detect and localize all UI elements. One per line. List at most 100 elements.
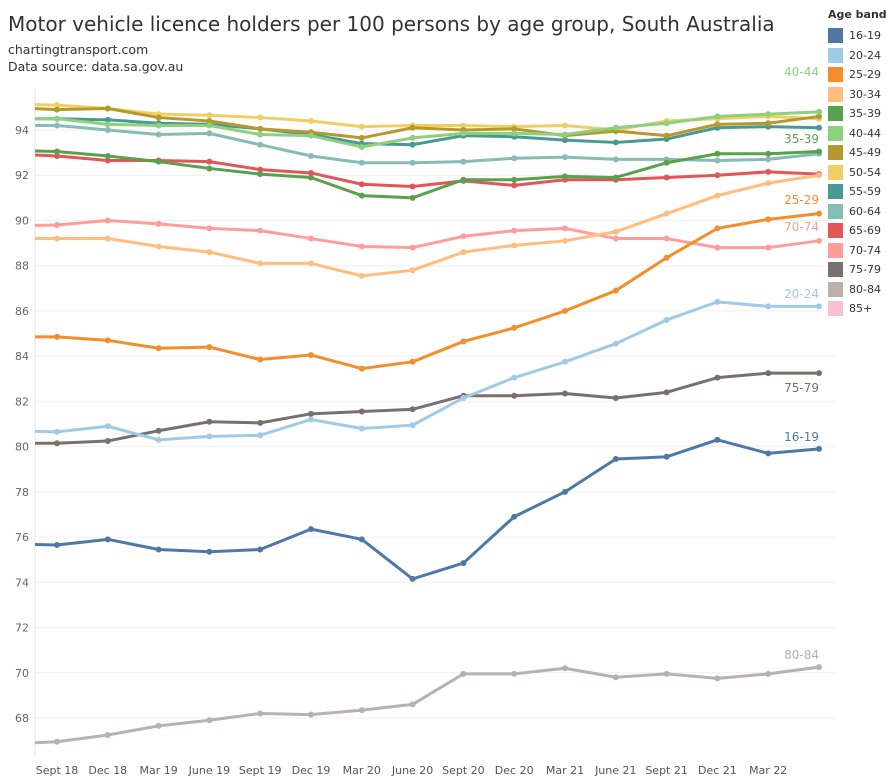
end-label-40-44: 40-44: [784, 65, 819, 79]
legend-item[interactable]: 40-44: [828, 124, 887, 144]
legend-item[interactable]: 65-69: [828, 221, 887, 241]
series-group: [35, 102, 822, 745]
legend-swatch: [828, 301, 843, 317]
data-point-40-44: [409, 134, 416, 141]
data-point-50-54: [562, 122, 568, 129]
data-point-25-29: [612, 287, 619, 294]
data-point-70-74: [460, 233, 467, 240]
data-point-75-79: [612, 394, 619, 401]
data-point-25-29: [714, 225, 721, 232]
data-point-35-39: [714, 150, 721, 157]
data-point-16-19: [460, 560, 467, 567]
legend-item[interactable]: 85+: [828, 299, 887, 319]
data-point-50-54: [54, 102, 60, 109]
legend-swatch: [828, 184, 843, 200]
data-point-70-74: [714, 244, 721, 251]
data-point-35-39: [663, 159, 670, 166]
data-point-55-59: [816, 124, 822, 131]
data-point-80-84: [816, 664, 822, 671]
data-point-16-19: [511, 513, 518, 520]
x-tick-label: June 20: [391, 764, 433, 777]
data-point-35-39: [562, 173, 568, 180]
data-point-25-29: [155, 345, 162, 352]
data-point-70-74: [104, 217, 111, 224]
legend-label: 60-64: [849, 204, 881, 218]
data-point-50-54: [206, 112, 213, 119]
data-point-75-79: [54, 440, 60, 447]
legend-swatch: [828, 145, 843, 161]
data-point-45-49: [663, 132, 670, 139]
data-point-70-74: [409, 244, 416, 251]
legend-item[interactable]: 75-79: [828, 260, 887, 280]
data-point-80-84: [54, 738, 60, 745]
data-point-25-29: [104, 337, 111, 344]
data-point-16-19: [308, 526, 314, 533]
legend-item[interactable]: 55-59: [828, 182, 887, 202]
legend-item[interactable]: 35-39: [828, 104, 887, 124]
data-point-80-84: [511, 670, 518, 677]
data-point-45-49: [409, 124, 416, 131]
data-point-35-39: [155, 158, 162, 165]
legend-label: 65-69: [849, 224, 881, 238]
data-point-25-29: [562, 307, 568, 314]
data-point-30-34: [257, 260, 264, 267]
data-point-75-79: [358, 408, 365, 415]
data-point-35-39: [104, 153, 111, 160]
data-point-16-19: [206, 548, 213, 555]
legend-item[interactable]: 30-34: [828, 85, 887, 105]
legend-item[interactable]: 25-29: [828, 65, 887, 85]
data-point-70-74: [206, 225, 213, 232]
data-point-75-79: [308, 410, 314, 417]
data-point-50-54: [257, 114, 264, 121]
data-point-70-74: [358, 243, 365, 250]
legend-item[interactable]: 80-84: [828, 280, 887, 300]
data-point-20-24: [816, 303, 822, 310]
data-point-16-19: [562, 488, 568, 495]
x-tick-label: Mar 21: [546, 764, 584, 777]
y-tick-label: 70: [15, 667, 29, 680]
legend-swatch: [828, 203, 843, 219]
data-point-20-24: [409, 422, 416, 429]
data-point-80-84: [460, 670, 467, 677]
legend-label: 40-44: [849, 126, 881, 140]
data-point-20-24: [308, 416, 314, 423]
legend-label: 45-49: [849, 146, 881, 160]
data-point-45-49: [206, 117, 213, 124]
legend-item[interactable]: 70-74: [828, 241, 887, 261]
x-tick-label: Mar 22: [749, 764, 787, 777]
data-point-16-19: [765, 450, 772, 457]
data-point-80-84: [206, 717, 213, 724]
data-point-30-34: [409, 267, 416, 274]
legend-item[interactable]: 50-54: [828, 163, 887, 183]
x-tick-label: Sept 19: [239, 764, 282, 777]
legend-item[interactable]: 60-64: [828, 202, 887, 222]
data-point-55-59: [562, 137, 568, 144]
data-point-55-59: [104, 116, 111, 123]
legend-item[interactable]: 16-19: [828, 26, 887, 46]
data-point-70-74: [155, 220, 162, 227]
data-point-20-24: [714, 298, 721, 305]
legend-item[interactable]: 20-24: [828, 46, 887, 66]
data-point-20-24: [104, 423, 111, 430]
series-line-35-39: [35, 149, 820, 200]
data-point-16-19: [612, 456, 619, 463]
y-tick-label: 74: [15, 576, 29, 589]
data-point-60-64: [206, 130, 213, 137]
data-point-70-74: [54, 221, 60, 228]
data-point-20-24: [358, 425, 365, 432]
y-tick-label: 86: [15, 305, 29, 318]
series-line-30-34: [35, 173, 820, 278]
legend-item[interactable]: 45-49: [828, 143, 887, 163]
data-point-55-59: [409, 141, 416, 148]
data-point-20-24: [765, 303, 772, 310]
data-point-35-39: [816, 148, 822, 155]
x-tick-label: Sept 18: [36, 764, 79, 777]
data-point-40-44: [155, 122, 162, 129]
data-point-65-69: [257, 166, 264, 173]
data-point-40-44: [460, 130, 467, 137]
data-point-16-19: [714, 436, 721, 443]
data-point-30-34: [816, 172, 822, 179]
data-point-25-29: [206, 344, 213, 351]
data-point-50-54: [358, 123, 365, 130]
x-tick-label: June 21: [594, 764, 636, 777]
